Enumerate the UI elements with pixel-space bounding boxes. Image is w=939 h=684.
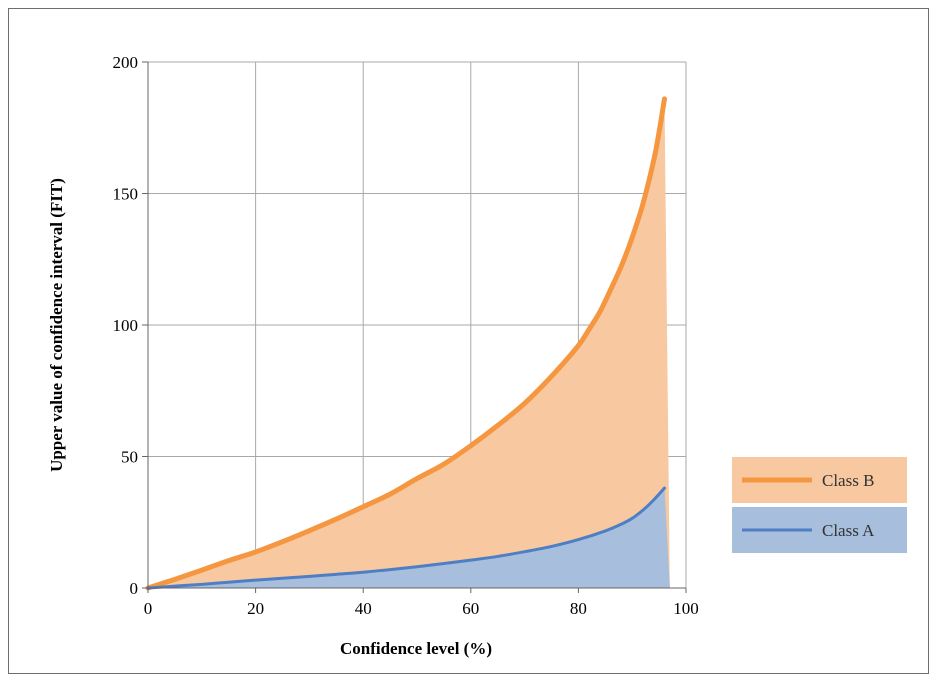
area-class-a [148,488,670,588]
y-tick-label-1: 50 [121,448,138,467]
axes [142,61,687,593]
x-tick-label-2: 40 [355,599,372,618]
legend: Class B Class A [732,457,907,553]
x-axis-title: Confidence level (%) [340,639,492,658]
line-class-b [145,96,667,591]
series-areas [148,98,670,588]
series-lines [145,96,667,591]
y-tick-label-2: 100 [113,316,139,335]
x-tick-label-3: 60 [462,599,479,618]
y-tick-label-4: 200 [113,53,139,72]
x-tick-labels: 0 20 40 60 80 100 [144,599,699,618]
legend-label-class-b: Class B [822,471,874,490]
legend-label-class-a: Class A [822,521,875,540]
y-tick-labels: 0 50 100 150 200 [113,53,139,598]
x-tick-label-0: 0 [144,599,153,618]
y-tick-label-3: 150 [113,185,139,204]
y-axis-title: Upper value of confidence interval (FIT) [47,178,66,472]
area-class-b [148,98,670,588]
x-tick-label-1: 20 [247,599,264,618]
x-tick-label-4: 80 [570,599,587,618]
line-class-a [146,486,666,590]
y-tick-label-0: 0 [130,579,139,598]
x-tick-label-5: 100 [673,599,699,618]
